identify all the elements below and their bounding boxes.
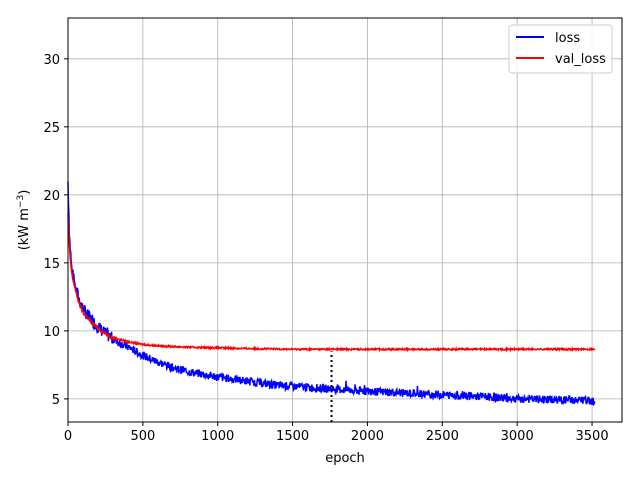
legend-label-loss: loss [555,31,580,46]
x-axis-label: epoch [325,451,365,466]
x-tick-label: 3500 [576,429,609,444]
series-line-val-loss [67,214,596,353]
legend-label-val-loss: val_loss [555,52,606,67]
plot-frame [67,17,623,423]
y-axis-label-close: ) [17,190,32,195]
x-tick-label: 1500 [276,429,309,444]
y-tick-label: 30 [43,53,60,68]
ticks: 0 500 1000 1500 2000 2500 3000 3500 5 10 15 20 25 30 [43,53,608,444]
x-tick-label: 0 [64,429,72,444]
y-tick-label: 25 [43,121,60,136]
x-tick-label: 1000 [201,429,234,444]
x-tick-label: 2000 [351,429,384,444]
y-tick-label: 10 [43,325,60,340]
x-tick-label: 3000 [501,429,534,444]
legend: loss val_loss [508,24,613,74]
y-axis-label-main: (kW m [17,208,32,250]
y-tick-label: 20 [43,189,60,204]
x-tick-label: 2500 [426,429,459,444]
y-tick-label: 15 [43,257,60,272]
y-axis-label-superscript: −3 [16,195,26,208]
y-axis-label: (kW m−3) [16,190,32,251]
x-tick-label: 500 [130,429,155,444]
y-tick-label: 5 [52,393,60,408]
grid [67,18,622,422]
